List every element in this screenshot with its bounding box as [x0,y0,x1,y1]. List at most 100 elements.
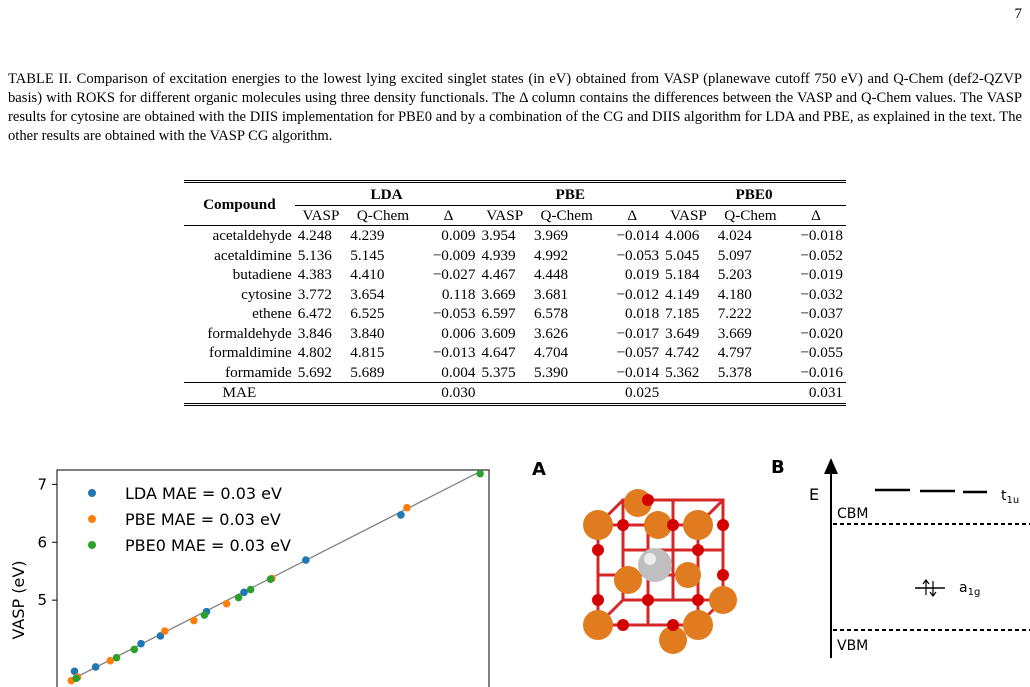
table-cell: 0.018 [624,305,660,322]
subheader-vasp: VASP [302,206,340,224]
table-cell: 5.390 [533,363,569,381]
t1u-level [875,488,987,494]
table-row: cytosine 3.772 3.654 0.118 3.669 3.681 −0.012 4… [184,285,846,305]
table-cell: 3.840 [350,324,385,342]
table-cell: 5.145 [350,246,385,264]
data-point [160,627,169,635]
spin-arrows-icon [922,579,937,597]
table-cell: 3.626 [533,324,569,342]
compound-name: cytosine [241,285,292,303]
panel-b: B E t1u CBM a1g VBM [771,457,1030,658]
subheader-qchem: Q-Chem [540,206,593,224]
compound-name: formamide [225,363,292,381]
table-cell: 3.609 [481,324,516,342]
subheader-qchem: Q-Chem [724,206,777,224]
table-cell: 4.992 [533,246,569,264]
caption-label: TABLE II. [8,71,72,87]
table-row: formaldimine 4.802 4.815 −0.013 4.647 4.704 −0… [184,343,846,363]
subheader-vasp: VASP [486,206,524,224]
mae-value: 0.030 [418,382,479,406]
table-cell: 0.006 [441,324,476,342]
y-tick-label: 6 [37,533,47,551]
y-tick-label: 7 [37,475,47,493]
table-cell: 4.802 [297,344,332,361]
table-cell: 5.184 [665,266,700,283]
table-cell: 7.185 [665,305,700,322]
panel-b-label: B [771,457,785,478]
table-cell: 6.578 [533,305,569,322]
table-cell: −0.052 [800,246,843,264]
data-point [234,593,243,602]
data-point [137,639,145,648]
table-cell: −0.016 [800,363,843,381]
table-cell: 4.647 [481,344,516,361]
table-cell: 5.136 [297,246,332,264]
compound-name: acetaldehyde [184,225,295,246]
table-caption: TABLE II. Comparison of excitation energ… [8,70,1022,146]
table-cell: 3.846 [297,324,332,342]
subheader-row: VASP Q-Chem Δ VASP Q-Chem Δ VASP Q-Chem Δ [184,205,846,226]
data-point [156,632,165,640]
table-cell: 0.009 [418,225,479,246]
table-cell: −0.019 [800,266,843,283]
table-row: butadiene 4.383 4.410 −0.027 4.467 4.448 0.019… [184,265,846,285]
table-cell: 5.378 [717,363,752,381]
table-cell: 3.772 [297,285,332,303]
table-cell: 7.222 [717,305,752,322]
table-cell: 4.180 [717,285,752,303]
a1g-label: a1g [959,580,980,598]
table-cell [662,382,715,406]
table-cell: −0.018 [786,225,846,246]
table-cell: −0.027 [432,266,476,283]
data-point [106,656,115,665]
table-cell [478,382,531,406]
energy-label: E [809,485,819,504]
table-row: ethene 6.472 6.525 −0.053 6.597 6.578 0.018 7.1… [184,304,846,324]
group-header-lda: LDA [294,180,479,206]
table-cell: 3.681 [533,285,569,303]
table-cell: −0.053 [432,305,476,322]
table-cell: 0.118 [441,285,476,303]
table-cell: −0.055 [800,344,843,361]
table-row: formaldehyde 3.846 3.840 0.006 3.609 3.626 −0.… [184,324,846,344]
table-body: acetaldehyde 4.248 4.239 0.009 3.954 3.969 −0.… [184,225,846,406]
table-cell: 4.024 [714,225,787,246]
data-point [200,611,209,619]
data-point [112,653,121,662]
legend-marker [88,541,96,549]
scatter-plot: 5 6 7 VASP (eV) LDA MAE = 0.03 eV PBE MAE =… [9,469,490,687]
table-cell: 4.742 [665,344,700,361]
compound-name: formaldehyde [207,324,292,342]
table-cell: −0.057 [616,344,660,361]
group-header-pbe0: PBE0 [662,180,846,206]
data-points [67,469,484,685]
table-cell [530,382,603,406]
table-cell: −0.013 [432,344,476,361]
subheader-delta: Δ [811,206,821,224]
y-tick-label: 5 [37,591,47,609]
table-cell: 4.467 [481,266,516,283]
table-cell: 4.704 [533,344,569,361]
data-point [403,503,411,512]
y-ticks: 5 6 7 [37,475,57,609]
table-cell: 3.654 [350,285,385,303]
subheader-delta: Δ [627,206,638,224]
y-axis-label: VASP (eV) [9,560,28,639]
subheader-vasp: VASP [669,206,707,224]
table-cell: 4.006 [662,225,715,246]
table-cell [294,382,348,406]
table-cell: −0.014 [602,225,663,246]
data-point [266,575,275,583]
data-point [246,585,255,594]
data-point [70,667,79,676]
vbm-label: VBM [837,638,868,654]
data-point [190,616,198,625]
table-cell: 6.472 [297,305,332,322]
table-cell: 4.383 [297,266,332,283]
data-point [240,588,248,597]
legend-marker [88,489,96,497]
table-cell: −0.037 [800,305,843,322]
table-cell: 4.815 [350,344,385,361]
table-cell: 5.692 [297,363,332,381]
compound-name: formaldimine [209,344,292,361]
